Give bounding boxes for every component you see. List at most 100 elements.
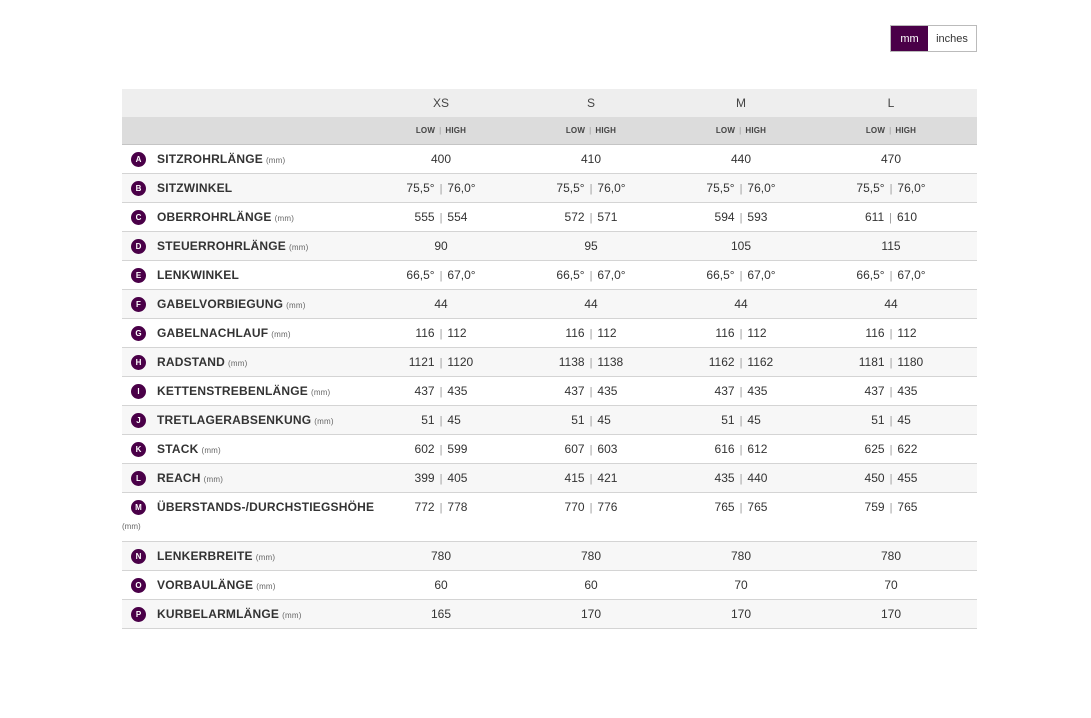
low-value: 60 (434, 578, 448, 592)
low-value: 450 (864, 471, 885, 485)
high-value: 571 (597, 210, 618, 224)
low-label: LOW (715, 126, 736, 135)
row-letter-marker: M (131, 500, 146, 515)
table-row: A SITZROHRLÄNGE (mm) 400 410 440 470 (122, 145, 977, 174)
high-value: 421 (597, 471, 618, 485)
row-label-cell: M ÜBERSTANDS-/DURCHSTIEGSHÖHE (mm) (122, 493, 374, 541)
row-label-cell: H RADSTAND (mm) (122, 348, 374, 376)
table-row: N LENKERBREITE (mm) 780 780 780 780 (122, 542, 977, 571)
value-cell: 625 | 622 (816, 435, 966, 456)
low-value: 44 (434, 297, 448, 311)
low-high-label: LOW | HIGH (366, 126, 516, 135)
value-cell: 399 | 405 (366, 464, 516, 485)
geometry-table: XS S M L LOW | HIGH LOW | HIGH LOW | HIGH LOW | HIG… (122, 89, 977, 629)
high-value: 76,0° (597, 181, 626, 195)
low-value: 572 (564, 210, 585, 224)
row-name-text: RADSTAND (157, 355, 226, 369)
value-cell: 170 (816, 600, 966, 621)
high-value: 599 (447, 442, 468, 456)
value-cell: 51 | 45 (666, 406, 816, 427)
unit-toggle: mm inches (890, 25, 977, 52)
value-cell: 437 | 435 (366, 377, 516, 398)
low-value: 115 (881, 239, 901, 253)
value-cell: 572 | 571 (516, 203, 666, 224)
row-letter-marker: I (131, 384, 146, 399)
row-name: REACH (mm) (157, 471, 223, 485)
low-value: 44 (734, 297, 748, 311)
row-letter-marker: G (131, 326, 146, 341)
low-value: 765 (714, 500, 735, 514)
value-cell: 115 (816, 232, 966, 253)
row-letter-marker: B (131, 181, 146, 196)
value-cell: 95 (516, 232, 666, 253)
value-cell: 51 | 45 (366, 406, 516, 427)
mm-unit-button[interactable]: mm (891, 26, 928, 51)
low-high-label: LOW | HIGH (516, 126, 666, 135)
value-cell: 165 (366, 600, 516, 621)
low-high-header-row: LOW | HIGH LOW | HIGH LOW | HIGH LOW | HIGH (122, 117, 977, 145)
low-value: 594 (714, 210, 735, 224)
high-value: 603 (597, 442, 618, 456)
row-name-text: SITZROHRLÄNGE (157, 152, 263, 166)
low-value: 399 (414, 471, 435, 485)
low-value: 470 (880, 152, 902, 166)
value-cell: 555 | 554 (366, 203, 516, 224)
low-value: 410 (580, 152, 602, 166)
high-value: 610 (896, 210, 918, 224)
low-value: 437 (714, 384, 735, 398)
value-cell: 44 (516, 290, 666, 311)
row-letter-marker: F (131, 297, 146, 312)
row-letter-marker: A (131, 152, 146, 167)
inches-unit-button[interactable]: inches (928, 26, 976, 51)
value-separator: | (889, 444, 893, 456)
row-letter-marker: D (131, 239, 146, 254)
low-value: 170 (730, 607, 752, 621)
table-row: D STEUERROHRLÄNGE (mm) 90 95 105 115 (122, 232, 977, 261)
low-value: 75,5° (706, 181, 735, 195)
low-value: 780 (580, 549, 602, 563)
low-value: 116 (715, 326, 735, 340)
low-value: 105 (730, 239, 752, 253)
low-value: 51 (721, 413, 735, 427)
high-value: 112 (897, 326, 917, 340)
value-cell: 60 (366, 571, 516, 592)
low-value: 611 (864, 210, 885, 224)
size-header-m: M (736, 96, 746, 110)
row-unit: (mm) (314, 417, 334, 426)
row-unit: (mm) (255, 553, 276, 562)
row-unit: (mm) (282, 611, 302, 620)
low-label: LOW (415, 126, 436, 135)
low-value: 116 (415, 326, 435, 340)
low-value: 437 (864, 384, 885, 398)
row-name: OBERROHRLÄNGE (mm) (157, 210, 294, 224)
row-name: GABELVORBIEGUNG (mm) (157, 297, 306, 311)
high-value: 440 (747, 471, 768, 485)
value-separator: | (439, 328, 443, 340)
row-label-cell: J TRETLAGERABSENKUNG (mm) (122, 406, 374, 434)
high-value: 67,0° (747, 268, 776, 282)
value-cell: 437 | 435 (516, 377, 666, 398)
value-separator: | (889, 212, 892, 224)
row-unit: (mm) (265, 156, 286, 165)
low-value: 75,5° (406, 181, 435, 195)
value-separator: | (739, 386, 743, 398)
value-separator: | (439, 357, 443, 369)
value-separator: | (739, 502, 743, 514)
high-value: 765 (897, 500, 918, 514)
value-cell: 75,5° | 76,0° (666, 174, 816, 195)
row-name-text: KURBELARMLÄNGE (157, 607, 280, 621)
row-letter-marker: J (131, 413, 146, 428)
high-value: 622 (897, 442, 918, 456)
row-name: LENKERBREITE (mm) (157, 549, 275, 563)
value-cell: 66,5° | 67,0° (816, 261, 966, 282)
high-value: 776 (597, 500, 618, 514)
row-label-cell: A SITZROHRLÄNGE (mm) (122, 145, 374, 173)
high-value: 455 (897, 471, 918, 485)
table-row: B SITZWINKEL 75,5° | 76,0° 75,5° | 76,0° 75,5° | 7… (122, 174, 977, 203)
row-name: ÜBERSTANDS-/DURCHSTIEGSHÖHE (157, 500, 374, 514)
value-cell: 780 (816, 542, 966, 563)
row-letter-marker: P (131, 607, 146, 622)
value-cell: 44 (816, 290, 966, 311)
value-separator: | (439, 386, 443, 398)
low-value: 70 (734, 578, 748, 592)
